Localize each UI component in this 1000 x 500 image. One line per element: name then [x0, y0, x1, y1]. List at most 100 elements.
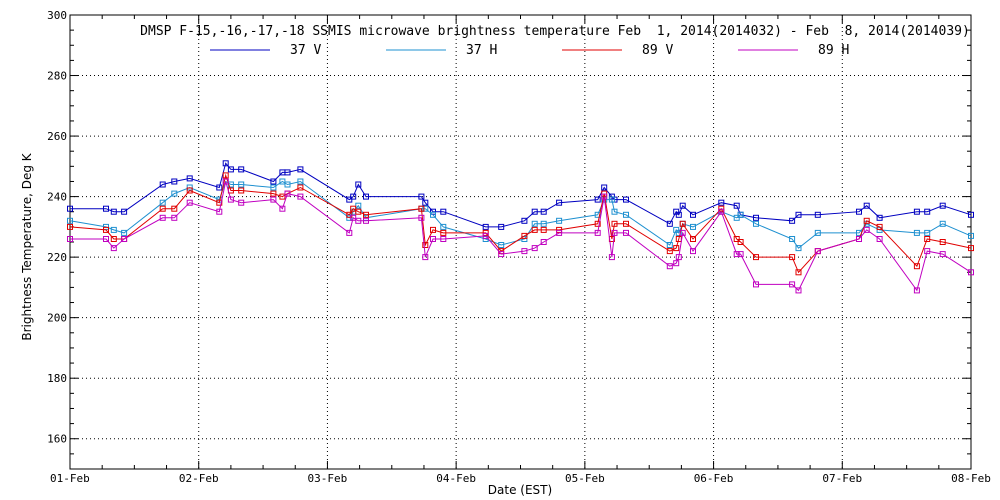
legend-entry: 37 H — [386, 43, 497, 58]
y-tick-label: 260 — [47, 130, 67, 143]
data-point — [690, 248, 696, 255]
data-point — [297, 178, 304, 185]
data-point — [718, 199, 725, 206]
data-point — [121, 229, 128, 236]
data-point — [227, 196, 234, 203]
data-point — [795, 287, 802, 294]
data-point — [623, 220, 629, 227]
data-point — [363, 217, 369, 224]
data-point — [238, 166, 245, 173]
data-point — [795, 245, 802, 252]
data-point — [611, 208, 618, 215]
data-point — [540, 239, 547, 245]
data-point — [666, 242, 673, 248]
data-point — [279, 205, 286, 212]
legend-label: 37 V — [290, 43, 321, 58]
data-point — [355, 208, 362, 215]
data-point — [270, 196, 277, 203]
data-point — [270, 178, 277, 185]
y-tick-labels: 160 180 200 220 240 260 280 300 — [47, 9, 67, 446]
series-37-h — [67, 178, 974, 252]
data-point — [608, 196, 615, 203]
data-point — [856, 236, 862, 242]
data-point — [186, 175, 193, 182]
data-point — [611, 220, 618, 227]
data-point — [159, 199, 166, 206]
data-point — [418, 193, 425, 200]
data-point — [737, 211, 744, 218]
data-point — [608, 254, 615, 261]
x-axis-title: Date (EST) — [488, 483, 552, 497]
data-point — [110, 208, 117, 215]
data-point — [67, 236, 73, 242]
y-tick-label: 200 — [47, 312, 67, 325]
data-point — [913, 208, 920, 215]
data-point — [521, 236, 528, 242]
data-point — [440, 229, 447, 236]
data-point — [679, 202, 686, 209]
data-point — [297, 184, 304, 191]
data-point — [924, 236, 931, 242]
data-point — [67, 223, 73, 230]
data-point — [623, 211, 629, 218]
y-tick-label: 280 — [47, 70, 67, 83]
data-point — [270, 190, 277, 197]
series-line — [69, 180, 972, 249]
data-point — [216, 208, 223, 215]
data-point — [863, 226, 870, 233]
data-point — [737, 251, 744, 258]
data-point — [121, 236, 128, 242]
grid-lines — [70, 15, 971, 469]
data-point — [594, 196, 601, 203]
data-point — [623, 196, 629, 203]
data-point — [521, 248, 528, 255]
data-point — [440, 223, 447, 230]
y-tick-label: 180 — [47, 372, 67, 385]
data-point — [814, 248, 821, 255]
data-point — [67, 217, 73, 224]
data-point — [733, 202, 740, 209]
data-point — [216, 184, 223, 191]
data-point — [103, 205, 109, 212]
data-point — [482, 223, 489, 230]
data-point — [440, 236, 447, 242]
data-point — [186, 199, 193, 206]
data-point — [355, 181, 362, 188]
data-point — [690, 236, 696, 242]
data-point — [440, 208, 447, 215]
data-point — [556, 199, 563, 206]
data-point — [968, 232, 974, 239]
data-point — [498, 251, 505, 258]
y-tick-label: 300 — [47, 9, 67, 22]
data-point — [594, 211, 601, 218]
data-point — [222, 178, 229, 185]
series-89-h — [67, 178, 974, 294]
data-point — [222, 160, 229, 167]
data-point — [913, 287, 920, 294]
data-point — [753, 281, 759, 288]
data-point — [968, 245, 974, 252]
data-point — [753, 220, 759, 227]
data-point — [284, 169, 291, 176]
data-point — [795, 269, 802, 276]
x-tick-label: 07-Feb — [822, 472, 862, 485]
data-point — [531, 245, 538, 252]
data-point — [297, 166, 304, 173]
data-point — [297, 193, 304, 200]
legend-entry: 89 H — [738, 43, 849, 58]
data-point — [924, 208, 931, 215]
data-point — [814, 229, 821, 236]
data-point — [556, 229, 563, 236]
data-point — [666, 220, 673, 227]
data-point — [594, 229, 601, 236]
data-point — [531, 220, 538, 227]
data-point — [418, 214, 425, 221]
data-point — [789, 254, 796, 261]
data-point — [67, 205, 73, 212]
data-point — [422, 199, 429, 206]
data-point — [876, 214, 883, 221]
series-line — [70, 162, 972, 228]
data-point — [363, 211, 369, 218]
data-point — [675, 211, 682, 218]
